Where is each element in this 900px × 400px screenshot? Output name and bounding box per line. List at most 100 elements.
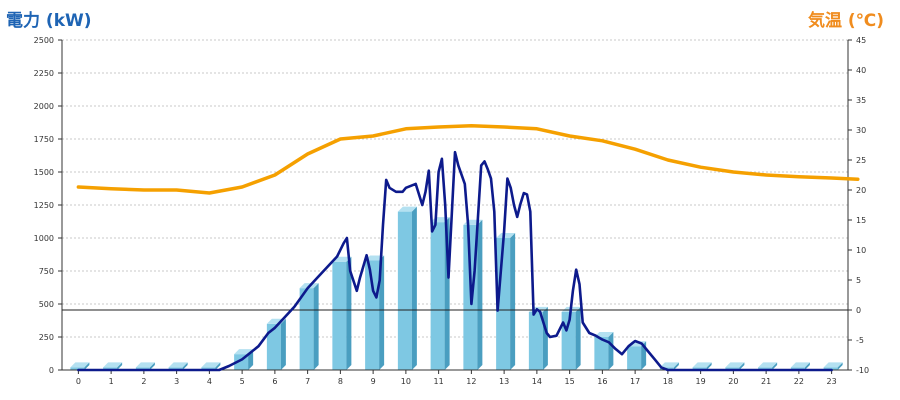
right-axis-title: 気温 (℃) (807, 11, 884, 31)
bar-top (758, 362, 778, 368)
bar-top (365, 255, 385, 261)
bar (528, 311, 543, 370)
bar (168, 367, 183, 370)
left-tick-label: 1500 (34, 168, 54, 177)
right-tick-label: 10 (856, 246, 866, 255)
left-axis-title: 電力 (kW) (6, 11, 92, 31)
bar-side (346, 256, 352, 370)
right-tick-label: 20 (856, 186, 866, 195)
x-tick-label: 13 (499, 377, 509, 386)
right-tick-label: -5 (856, 336, 864, 345)
bar (725, 367, 740, 370)
x-tick-label: 17 (630, 377, 640, 386)
bar-top (103, 362, 123, 368)
bar-side (84, 362, 90, 370)
x-tick-label: 16 (597, 377, 607, 386)
x-tick-label: 9 (371, 377, 376, 386)
bar-side (280, 318, 286, 370)
bar-top (397, 206, 417, 212)
bar (365, 260, 380, 370)
left-tick-label: 500 (39, 300, 54, 309)
temperature-line (76, 124, 860, 195)
x-tick-label: 8 (338, 377, 343, 386)
bar (70, 367, 85, 370)
bar-side (215, 362, 221, 370)
x-tick-label: 4 (207, 377, 212, 386)
bar (823, 367, 838, 370)
x-tick-label: 3 (174, 377, 179, 386)
power-line (77, 150, 833, 372)
bar (201, 367, 216, 370)
bar-top (725, 362, 745, 368)
bar-top (201, 362, 221, 368)
left-tick-label: 0 (49, 366, 54, 375)
right-tick-label: 0 (856, 306, 861, 315)
right-tick-label: 45 (856, 36, 866, 45)
bar-top (496, 233, 516, 238)
right-tick-label: 25 (856, 156, 866, 165)
right-tick-label: 5 (856, 276, 861, 285)
bar-side (542, 306, 548, 370)
x-tick-label: 2 (141, 377, 146, 386)
bar-side (149, 362, 155, 370)
bar-side (379, 255, 385, 370)
bar-top (659, 362, 679, 368)
bar-top (135, 362, 155, 368)
bar (103, 367, 118, 370)
bar-side (837, 362, 843, 370)
bar-side (313, 283, 319, 370)
bar-side (608, 332, 614, 370)
x-tick-label: 10 (401, 377, 411, 386)
bar-top (790, 362, 810, 368)
x-tick-label: 22 (794, 377, 804, 386)
bar-side (575, 306, 581, 370)
bar (135, 367, 150, 370)
bar-top (692, 362, 712, 368)
bar-side (804, 362, 810, 370)
x-tick-label: 7 (305, 377, 310, 386)
x-tick-label: 19 (696, 377, 706, 386)
bar (397, 211, 412, 370)
bar-top (168, 362, 188, 368)
bar-top (594, 332, 614, 337)
right-tick-label: 15 (856, 216, 866, 225)
bar (430, 222, 445, 370)
x-tick-label: 12 (466, 377, 476, 386)
right-tick-label: 35 (856, 96, 866, 105)
left-tick-label: 750 (39, 267, 54, 276)
bar (266, 323, 281, 370)
x-tick-label: 20 (728, 377, 738, 386)
right-tick-label: 30 (856, 126, 866, 135)
right-tick-label: -10 (856, 366, 869, 375)
bar-side (510, 233, 516, 370)
bar-side (673, 362, 679, 370)
left-tick-label: 1250 (34, 201, 54, 210)
left-tick-label: 1000 (34, 234, 54, 243)
x-tick-label: 14 (532, 377, 542, 386)
bar-side (706, 362, 712, 370)
bar (594, 337, 609, 370)
bar-side (182, 362, 188, 370)
left-tick-label: 1750 (34, 135, 54, 144)
left-tick-label: 250 (39, 333, 54, 342)
bar-side (411, 206, 417, 370)
x-tick-label: 0 (76, 377, 81, 386)
bar (299, 288, 314, 370)
left-tick-label: 2000 (34, 102, 54, 111)
bar (332, 261, 347, 370)
x-tick-label: 11 (434, 377, 444, 386)
bar-side (772, 362, 778, 370)
left-tick-label: 2250 (34, 69, 54, 78)
x-tick-label: 18 (663, 377, 673, 386)
bar (758, 367, 773, 370)
bar-side (477, 219, 483, 370)
x-tick-label: 15 (565, 377, 575, 386)
bar (692, 367, 707, 370)
bar (790, 367, 805, 370)
bar-top (823, 362, 843, 368)
x-tick-label: 23 (827, 377, 837, 386)
x-tick-label: 21 (761, 377, 771, 386)
x-tick-label: 5 (240, 377, 245, 386)
right-tick-label: 40 (856, 66, 866, 75)
